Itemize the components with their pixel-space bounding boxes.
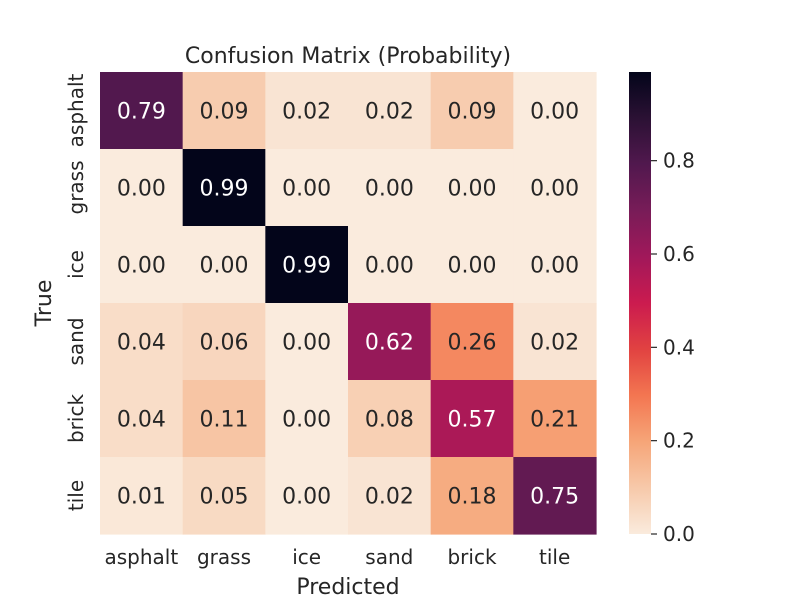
cell-value-label: 0.99: [282, 254, 331, 279]
heatmap-cell: [430, 72, 514, 150]
heatmap-cell: [348, 303, 432, 381]
colorbar-tick-label: 0.4: [663, 335, 695, 359]
heatmap-cell: [265, 303, 349, 381]
cell-value-label: 0.00: [200, 254, 249, 279]
heatmap-cell: [100, 72, 184, 150]
colorbar-gradient: [629, 72, 651, 534]
heatmap-cell: [513, 72, 597, 150]
chart-title: Confusion Matrix (Probability): [185, 44, 511, 69]
heatmap-cell: [348, 457, 432, 535]
heatmap-cell: [348, 72, 432, 150]
y-tick-label: tile: [64, 480, 88, 511]
cell-value-label: 0.00: [530, 100, 579, 125]
x-axis-label: Predicted: [296, 575, 399, 600]
heatmap-cell: [430, 226, 514, 304]
colorbar-tick-label: 0.6: [663, 242, 695, 266]
cell-value-label: 0.00: [448, 177, 497, 202]
cell-value-label: 0.01: [117, 485, 166, 510]
cell-value-label: 0.05: [200, 485, 249, 510]
heatmap-cells: 0.79 0.09 0.02 0.02 0.09 0.00 0.00 0.99 0.00 0.00…: [100, 72, 597, 535]
cell-value-label: 0.21: [530, 408, 579, 433]
cell-value-label: 0.62: [365, 331, 414, 356]
heatmap-cell: [348, 380, 432, 458]
heatmap-cell: [265, 226, 349, 304]
heatmap-cell: [430, 149, 514, 227]
colorbar-ticks: 0.0 0.2 0.4 0.6 0.8: [651, 149, 695, 546]
cell-value-label: 0.08: [365, 408, 414, 433]
cell-value-label: 0.00: [365, 177, 414, 202]
heatmap-cell: [430, 380, 514, 458]
cell-value-label: 0.11: [200, 408, 249, 433]
heatmap-cell: [513, 380, 597, 458]
cell-value-label: 0.09: [200, 100, 249, 125]
y-tick-label: asphalt: [64, 73, 88, 147]
heatmap-cell: [182, 149, 266, 227]
cell-value-label: 0.18: [448, 485, 497, 510]
heatmap-cell: [430, 303, 514, 381]
cell-value-label: 0.00: [117, 177, 166, 202]
x-tick-label: brick: [447, 545, 496, 569]
x-tick-labels: asphalt grass ice sand brick tile: [104, 545, 570, 569]
heatmap-cell: [348, 226, 432, 304]
cell-value-label: 0.02: [365, 100, 414, 125]
heatmap-cell: [182, 457, 266, 535]
cell-value-label: 0.00: [530, 254, 579, 279]
heatmap-cell: [182, 226, 266, 304]
heatmap-cell: [513, 149, 597, 227]
heatmap-cell: [100, 303, 184, 381]
cell-value-label: 0.00: [365, 254, 414, 279]
cell-value-label: 0.79: [117, 100, 166, 125]
cell-value-label: 0.99: [200, 177, 249, 202]
heatmap-cell: [513, 457, 597, 535]
x-tick-label: asphalt: [104, 545, 178, 569]
heatmap-cell: [430, 457, 514, 535]
cell-value-label: 0.00: [448, 254, 497, 279]
x-tick-label: ice: [292, 545, 321, 569]
cell-value-label: 0.09: [448, 100, 497, 125]
y-tick-label: sand: [64, 317, 88, 365]
cell-value-label: 0.00: [282, 177, 331, 202]
cell-value-label: 0.02: [530, 331, 579, 356]
cell-value-label: 0.00: [282, 331, 331, 356]
heatmap-cell: [513, 303, 597, 381]
heatmap-cell: [182, 303, 266, 381]
cell-value-label: 0.02: [365, 485, 414, 510]
heatmap-cell: [182, 72, 266, 150]
cell-value-label: 0.00: [282, 408, 331, 433]
cell-value-label: 0.04: [117, 331, 166, 356]
cell-value-label: 0.00: [530, 177, 579, 202]
colorbar-tick-label: 0.2: [663, 429, 695, 453]
heatmap-cell: [265, 380, 349, 458]
heatmap-cell: [100, 149, 184, 227]
heatmap-cell: [100, 380, 184, 458]
heatmap-cell: [100, 226, 184, 304]
y-tick-labels: asphalt grass ice sand brick tile: [64, 73, 88, 511]
heatmap-cell: [265, 72, 349, 150]
colorbar-tick-label: 0.0: [663, 522, 695, 546]
cell-value-label: 0.02: [282, 100, 331, 125]
colorbar: 0.0 0.2 0.4 0.6 0.8: [629, 72, 695, 546]
cell-value-label: 0.00: [282, 485, 331, 510]
cell-value-label: 0.04: [117, 408, 166, 433]
y-tick-label: grass: [64, 160, 88, 214]
heatmap-cell: [265, 149, 349, 227]
cell-value-label: 0.75: [530, 485, 579, 510]
x-tick-label: tile: [539, 545, 570, 569]
heatmap-cell: [100, 457, 184, 535]
heatmap-cell: [513, 226, 597, 304]
heatmap-cell: [348, 149, 432, 227]
cell-value-label: 0.06: [200, 331, 249, 356]
colorbar-tick-label: 0.8: [663, 149, 695, 173]
cell-value-label: 0.00: [117, 254, 166, 279]
y-axis-label: True: [32, 280, 57, 328]
heatmap-cell: [265, 457, 349, 535]
x-tick-label: sand: [365, 545, 413, 569]
cell-value-label: 0.26: [448, 331, 497, 356]
x-tick-label: grass: [197, 545, 251, 569]
cell-value-label: 0.57: [448, 408, 497, 433]
y-tick-label: brick: [64, 394, 88, 443]
y-tick-label: ice: [64, 250, 88, 279]
heatmap-cell: [182, 380, 266, 458]
